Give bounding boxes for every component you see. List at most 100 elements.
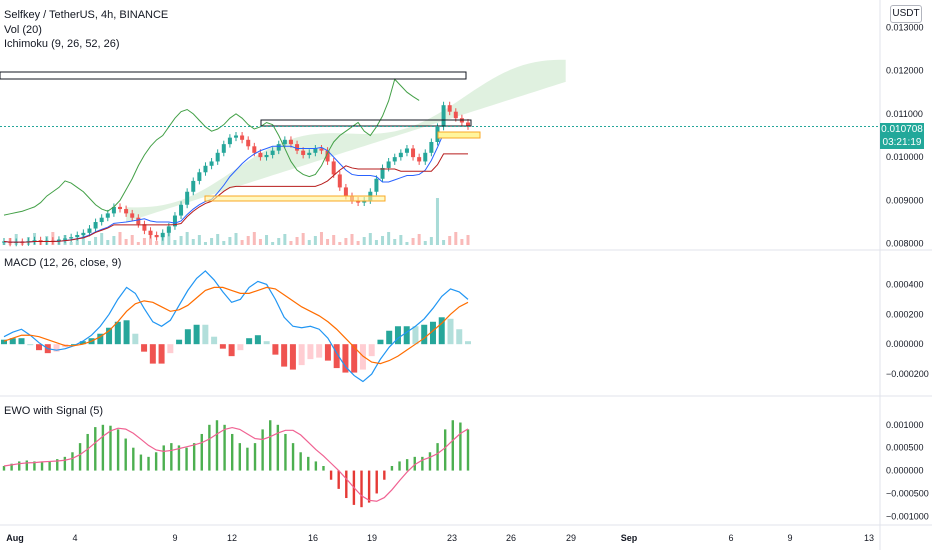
volume-bar xyxy=(112,236,116,245)
macd-histogram-bar xyxy=(438,317,445,345)
macd-histogram-bar xyxy=(193,324,200,345)
ewo-bar xyxy=(345,470,348,499)
x-axis-tick: 29 xyxy=(566,533,576,543)
ewo-bar xyxy=(56,459,59,471)
ewo-bar xyxy=(86,433,89,471)
ewo-bar xyxy=(147,456,150,471)
ichimoku-indicator-label[interactable]: Ichimoku (9, 26, 52, 26) xyxy=(4,38,120,50)
candle xyxy=(380,167,385,179)
volume-bar xyxy=(179,236,183,245)
currency-button[interactable]: USDT xyxy=(890,5,922,23)
volume-bar xyxy=(69,242,73,245)
macd-histogram-bar xyxy=(254,335,261,345)
candle xyxy=(264,154,269,158)
candle xyxy=(172,215,177,227)
last-price-label: 0.010708 xyxy=(880,123,924,136)
macd-histogram-bar xyxy=(228,344,235,357)
volume-bar xyxy=(222,241,226,245)
ewo-bar xyxy=(94,427,97,471)
ewo-bar xyxy=(78,443,82,471)
ewo-bar xyxy=(322,466,325,471)
volume-bar xyxy=(283,234,287,245)
candle xyxy=(93,222,98,229)
volume-bar xyxy=(417,234,421,245)
macd-histogram-bar xyxy=(158,344,165,364)
volume-bar xyxy=(387,232,391,245)
candle xyxy=(75,235,80,238)
candle xyxy=(301,150,306,155)
volume-bar xyxy=(94,237,98,245)
macd-axis-tick: 0.000200 xyxy=(886,309,924,319)
macd-histogram-bar xyxy=(386,330,393,345)
volume-bar xyxy=(374,240,378,245)
volume-bar xyxy=(307,240,311,245)
ewo-axis-tick: −0.000500 xyxy=(886,488,929,498)
ewo-bar xyxy=(177,445,181,471)
volume-bar xyxy=(344,238,348,245)
macd-histogram-bar xyxy=(27,344,34,346)
volume-bar xyxy=(161,237,165,245)
volume-bar xyxy=(228,237,232,245)
price-axis-tick: 0.009000 xyxy=(886,195,924,205)
lagging-span xyxy=(3,78,420,216)
candle xyxy=(154,235,159,238)
macd-histogram-bar xyxy=(184,329,191,345)
vol-indicator-label[interactable]: Vol (20) xyxy=(4,24,42,36)
macd-histogram-bar xyxy=(368,344,375,357)
volume-bar xyxy=(338,242,342,245)
candle xyxy=(386,161,391,168)
candle xyxy=(404,148,409,153)
ewo-bar xyxy=(314,461,318,471)
macd-histogram-bar xyxy=(342,344,349,373)
candle xyxy=(221,144,226,153)
macd-histogram-bar xyxy=(114,321,121,345)
ewo-indicator-label[interactable]: EWO with Signal (5) xyxy=(4,405,104,417)
volume-bar xyxy=(246,236,250,245)
volume-bar xyxy=(167,233,171,245)
macd-histogram-bar xyxy=(281,344,288,367)
macd-histogram-bar xyxy=(324,344,331,361)
macd-indicator-label[interactable]: MACD (12, 26, close, 9) xyxy=(4,257,122,269)
volume-bar xyxy=(448,236,452,245)
ewo-bar xyxy=(443,429,447,471)
volume-bar xyxy=(136,242,140,245)
macd-histogram-bar xyxy=(351,344,358,373)
macd-histogram-bar xyxy=(9,338,16,345)
volume-bar xyxy=(289,241,293,245)
tenkan-line xyxy=(3,132,468,243)
candle xyxy=(398,152,403,158)
ewo-bar xyxy=(246,447,249,471)
ewo-bar xyxy=(109,425,112,471)
candle xyxy=(32,240,37,242)
candle xyxy=(313,148,318,153)
macd-histogram-bar xyxy=(149,344,156,364)
ewo-bar xyxy=(2,466,6,471)
candle xyxy=(319,148,324,151)
volume-bar xyxy=(405,242,409,245)
macd-histogram-bar xyxy=(18,338,25,345)
macd-histogram-bar xyxy=(79,341,86,345)
candle xyxy=(466,122,470,127)
x-axis-tick: 13 xyxy=(864,533,874,543)
ewo-bar xyxy=(238,443,242,471)
ewo-bar xyxy=(25,460,29,471)
macd-histogram-bar xyxy=(97,333,104,345)
ewo-bar xyxy=(329,470,333,480)
ewo-bar xyxy=(170,443,173,471)
candle xyxy=(191,180,196,192)
resistance-box xyxy=(0,71,467,80)
volume-bar xyxy=(277,238,281,245)
macd-histogram-bar xyxy=(465,341,471,345)
candle xyxy=(392,157,397,162)
volume-bar xyxy=(435,198,439,245)
ewo-bar xyxy=(101,424,105,471)
candle xyxy=(343,187,348,197)
macd-histogram-bar xyxy=(298,344,305,366)
candle xyxy=(423,152,428,162)
ewo-bar xyxy=(200,433,203,471)
ewo-bar xyxy=(276,424,280,471)
volume-bar xyxy=(301,233,305,245)
ewo-bar xyxy=(230,433,234,471)
macd-line xyxy=(3,270,469,383)
